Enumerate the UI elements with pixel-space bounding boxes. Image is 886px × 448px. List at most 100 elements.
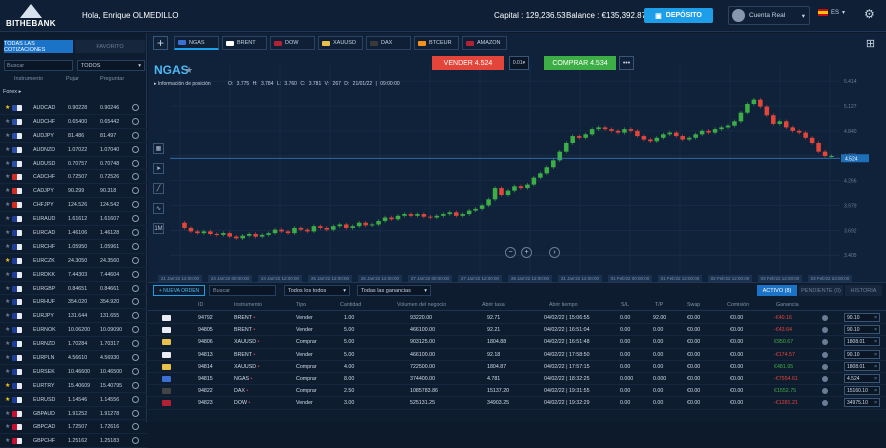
order-row[interactable]: 94815 NGAS • Comprar 8.00 374400.00 4.781 04/0… xyxy=(148,373,886,386)
instrument-row[interactable]: ★ EURDKK 7.44303 7.44604 xyxy=(0,268,147,282)
price-input[interactable]: 90.10 xyxy=(844,325,880,335)
info-icon[interactable] xyxy=(132,284,139,292)
close-position-icon[interactable] xyxy=(822,339,828,346)
info-icon[interactable] xyxy=(132,270,139,278)
account-selector[interactable]: Cuenta Real ▾ xyxy=(728,6,810,25)
favorite-star-icon[interactable]: ★ xyxy=(5,257,11,264)
sell-button[interactable]: VENDER 4.524 xyxy=(432,56,504,70)
order-row[interactable]: 94814 XAUUSD • Comprar 4.00 722500.00 1804.87… xyxy=(148,361,886,373)
price-input[interactable]: 4.524 xyxy=(844,373,880,383)
order-row[interactable]: 94823 DOW • Vender 3.00 525131.25 34903.25 04/… xyxy=(148,397,886,410)
instrument-row[interactable]: ★ GBPCAD 1.72507 1.72616 xyxy=(0,420,147,435)
more-options-button[interactable]: ••• xyxy=(619,56,634,70)
instrument-row[interactable]: ★ EURTRY 15.40609 15.40795 xyxy=(0,379,147,393)
instrument-row[interactable]: ★ CADCHF 0.72507 0.72526 xyxy=(0,170,147,185)
new-order-button[interactable]: + NUEVA ORDEN xyxy=(153,285,205,296)
instrument-row[interactable]: ★ AUDJPY 81.486 81.497 xyxy=(0,129,147,143)
chart-tab-brent[interactable]: BRENT xyxy=(222,36,267,50)
chart-tab-amazon[interactable]: AMAZON xyxy=(462,36,507,50)
favorite-star-icon[interactable]: ★ xyxy=(5,424,11,431)
favorite-star-icon[interactable]: ★ xyxy=(5,438,11,445)
instrument-row[interactable]: ★ AUDUSD 0.70757 0.70748 xyxy=(0,157,147,171)
instrument-row[interactable]: ★ EURAUD 1.61612 1.61607 xyxy=(0,212,147,227)
info-icon[interactable] xyxy=(132,423,139,431)
favorite-star-icon[interactable]: ★ xyxy=(5,118,11,125)
gear-icon[interactable]: ⚙ xyxy=(864,7,875,21)
favorite-star-icon[interactable]: ★ xyxy=(5,216,11,223)
favorite-star-icon[interactable]: ★ xyxy=(5,396,11,403)
favorite-star-icon[interactable]: ★ xyxy=(5,313,11,320)
instrument-row[interactable]: ★ EURSEK 10.46600 10.46500 xyxy=(0,365,147,379)
instrument-row[interactable]: ★ EURNOK 10.06200 10.09090 xyxy=(0,323,147,338)
favorite-star-icon[interactable]: ★ xyxy=(5,202,11,209)
price-input[interactable]: 34975.10 xyxy=(844,398,880,408)
info-icon[interactable] xyxy=(132,409,139,417)
instrument-row[interactable]: ★ CADJPY 90.299 90.318 xyxy=(0,184,147,199)
instrument-filter-select[interactable]: TODOS xyxy=(77,60,145,71)
info-icon[interactable] xyxy=(132,381,139,389)
zoom-out-icon[interactable]: − xyxy=(505,247,516,258)
line-tool-icon[interactable]: ╱ xyxy=(153,183,164,194)
close-position-icon[interactable] xyxy=(822,351,828,358)
close-position-icon[interactable] xyxy=(822,400,828,407)
instrument-row[interactable]: ★ EURCZK 24.3050 24.3560 xyxy=(0,254,147,268)
close-position-icon[interactable] xyxy=(822,363,828,370)
scroll-right-icon[interactable]: › xyxy=(549,247,560,258)
add-chart-button[interactable]: + xyxy=(153,36,168,50)
instrument-row[interactable]: ★ EURCAD 1.46106 1.46128 xyxy=(0,226,147,240)
favorite-star-icon[interactable]: ★ xyxy=(185,65,194,75)
buy-button[interactable]: COMPRAR 4.534 xyxy=(544,56,616,70)
price-input[interactable]: 90.10 xyxy=(844,349,880,359)
favorite-star-icon[interactable]: ★ xyxy=(5,188,11,195)
favorite-star-icon[interactable]: ★ xyxy=(5,341,11,348)
favorite-star-icon[interactable]: ★ xyxy=(5,132,11,139)
favorite-star-icon[interactable]: ★ xyxy=(5,271,11,278)
close-position-icon[interactable] xyxy=(822,375,828,382)
position-info-toggle[interactable]: ▸ Información de posición xyxy=(154,81,211,87)
favorite-star-icon[interactable]: ★ xyxy=(5,243,11,250)
info-icon[interactable] xyxy=(132,117,139,125)
close-position-icon[interactable] xyxy=(822,388,828,395)
info-icon[interactable] xyxy=(132,367,139,375)
trend-icon[interactable]: ∿ xyxy=(153,203,164,214)
info-icon[interactable] xyxy=(132,201,139,209)
instrument-row[interactable]: ★ EURGBP 0.84651 0.84661 xyxy=(0,282,147,296)
instrument-row[interactable]: ★ EURNZD 1.70284 1.70317 xyxy=(0,337,147,352)
tab-favorites[interactable]: FAVORITO xyxy=(75,40,145,53)
instrument-row[interactable]: ★ AUDCAD 0.90228 0.90246 xyxy=(0,101,147,115)
group-forex[interactable]: Forex ▸ xyxy=(3,89,21,95)
price-chart[interactable]: 5.4145.1274.8404.5534.2663.9793.6923.405… xyxy=(148,55,886,282)
chart-tab-xauusd[interactable]: XAUUSD xyxy=(318,36,363,50)
info-icon[interactable] xyxy=(132,312,139,320)
order-row[interactable]: 94822 DAX • Comprar 2.50 1085783.86 15137.20 0… xyxy=(148,385,886,398)
price-input[interactable]: 90.10 xyxy=(844,313,880,322)
zoom-in-icon[interactable]: + xyxy=(521,247,532,258)
info-icon[interactable] xyxy=(132,354,139,362)
chart-tab-btceur[interactable]: BTCEUR xyxy=(414,36,459,50)
tab-all-quotes[interactable]: TODAS LAS COTIZACIONES xyxy=(4,40,73,53)
cursor-icon[interactable]: ➤ xyxy=(153,163,164,174)
close-position-icon[interactable] xyxy=(822,315,828,321)
info-icon[interactable] xyxy=(132,187,139,195)
instrument-row[interactable]: ★ EURCHF 1.05950 1.05961 xyxy=(0,240,147,254)
indicator-button[interactable]: 1M xyxy=(153,223,164,234)
instrument-row[interactable]: ★ EURJPY 131.644 131.655 xyxy=(0,309,147,324)
instrument-row[interactable]: ★ GBPAUD 1.91252 1.91278 xyxy=(0,407,147,421)
tab-active-orders[interactable]: ACTIVO (8) xyxy=(757,285,797,296)
favorite-star-icon[interactable]: ★ xyxy=(5,410,11,417)
tab-pending-orders[interactable]: PENDIENTE (0) xyxy=(799,285,843,296)
instrument-row[interactable]: ★ EURUSD 1.14546 1.14556 xyxy=(0,393,147,407)
favorite-star-icon[interactable]: ★ xyxy=(5,105,11,111)
info-icon[interactable] xyxy=(132,145,139,153)
favorite-star-icon[interactable]: ★ xyxy=(5,174,11,181)
order-row[interactable]: 94806 XAUUSD • Comprar 5.00 903125.00 1804.88… xyxy=(148,336,886,349)
instrument-row[interactable]: ★ CHFJPY 124.526 124.542 xyxy=(0,198,147,213)
tab-history[interactable]: HISTORIA xyxy=(845,285,882,296)
favorite-star-icon[interactable]: ★ xyxy=(5,355,11,362)
chart-tab-ngas[interactable]: NGAS xyxy=(174,36,219,50)
favorite-star-icon[interactable]: ★ xyxy=(5,382,11,389)
favorite-star-icon[interactable]: ★ xyxy=(5,285,11,292)
info-icon[interactable] xyxy=(132,437,139,445)
orders-filter-select[interactable]: Todos los todos xyxy=(284,285,350,296)
favorite-star-icon[interactable]: ★ xyxy=(5,160,11,167)
